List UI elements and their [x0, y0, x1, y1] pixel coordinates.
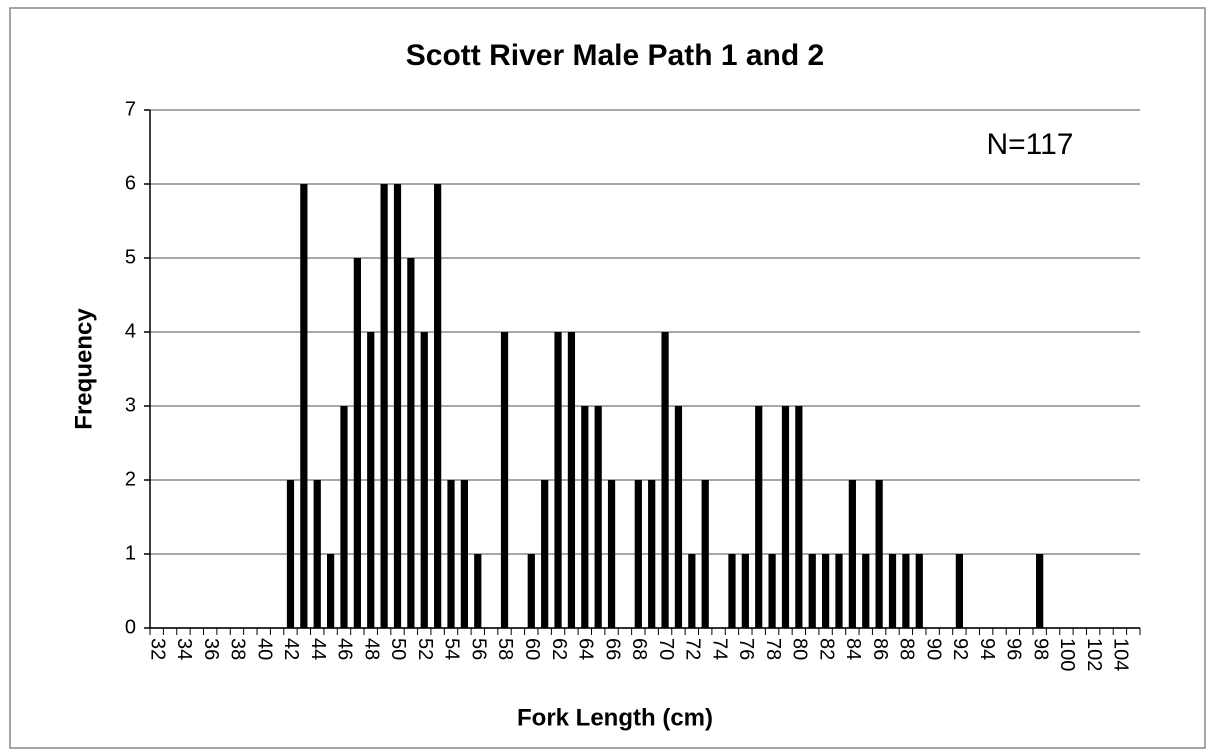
bar — [594, 406, 602, 628]
x-tick-label: 34 — [173, 638, 195, 660]
x-tick-label: 76 — [735, 638, 757, 660]
bar — [500, 332, 509, 628]
x-tick-label: 50 — [387, 638, 409, 660]
y-tick-label: 1 — [125, 542, 136, 564]
bar — [527, 554, 535, 628]
y-tick-label: 5 — [125, 246, 136, 268]
bar — [353, 258, 361, 628]
bar — [781, 406, 790, 628]
x-tick-label: 40 — [253, 638, 275, 660]
y-tick-label: 7 — [125, 98, 136, 120]
x-tick-label: 60 — [521, 638, 543, 660]
bar — [915, 554, 923, 628]
bar — [393, 184, 402, 628]
bar — [340, 406, 348, 628]
bar — [768, 554, 776, 628]
x-tick-label: 88 — [896, 638, 918, 660]
bar — [674, 406, 683, 628]
x-tick-label: 72 — [682, 638, 704, 660]
bar — [300, 184, 308, 628]
x-tick-label: 52 — [414, 638, 436, 660]
y-tick-label: 2 — [125, 468, 136, 490]
x-tick-label: 44 — [307, 638, 329, 660]
bar — [554, 332, 562, 628]
bar — [661, 332, 669, 628]
x-tick-label: 92 — [949, 638, 971, 660]
bar — [955, 554, 964, 628]
x-tick-label: 84 — [842, 638, 864, 660]
bar — [581, 406, 589, 628]
bar — [688, 554, 696, 628]
x-tick-label: 90 — [922, 638, 944, 660]
annotation: N=117 — [986, 128, 1073, 161]
bar — [607, 480, 616, 628]
x-tick-label: 32 — [146, 638, 168, 660]
bar — [313, 480, 321, 628]
x-tick-label: 100 — [1056, 638, 1078, 671]
x-axis-label: Fork Length (cm) — [517, 704, 713, 731]
bar — [407, 258, 415, 628]
bar — [902, 554, 910, 628]
chart-border — [9, 7, 1206, 749]
x-tick-label: 102 — [1083, 638, 1105, 671]
y-tick-label: 0 — [125, 616, 136, 638]
bar — [567, 332, 576, 628]
x-tick-label: 82 — [815, 638, 837, 660]
bar — [634, 480, 642, 628]
y-axis-label: Frequency — [70, 308, 97, 430]
y-tick-label: 3 — [125, 394, 136, 416]
bar — [326, 554, 335, 628]
x-tick-label: 94 — [976, 638, 998, 660]
x-tick-label: 54 — [441, 638, 463, 660]
bar — [888, 554, 897, 628]
bar — [541, 480, 549, 628]
x-tick-label: 56 — [467, 638, 489, 660]
bar — [795, 406, 803, 628]
x-tick-label: 64 — [575, 638, 597, 660]
x-tick-label: 80 — [789, 638, 811, 660]
bar — [862, 554, 870, 628]
bar — [755, 406, 763, 628]
x-tick-label: 66 — [601, 638, 623, 660]
bar — [875, 480, 883, 628]
x-tick-label: 58 — [494, 638, 516, 660]
x-tick-label: 36 — [200, 638, 222, 660]
bar — [741, 554, 749, 628]
x-tick-label: 86 — [869, 638, 891, 660]
x-tick-label: 78 — [762, 638, 784, 660]
bar — [728, 554, 736, 628]
bar — [367, 332, 375, 628]
bar — [434, 184, 442, 628]
x-tick-label: 74 — [708, 638, 730, 660]
y-tick-label: 4 — [125, 320, 136, 342]
bar — [835, 554, 843, 628]
y-tick-label: 6 — [125, 172, 136, 194]
bar — [474, 554, 482, 628]
bar — [380, 184, 388, 628]
x-tick-label: 96 — [1003, 638, 1025, 660]
x-tick-label: 48 — [360, 638, 382, 660]
bar — [808, 554, 816, 628]
x-tick-label: 70 — [655, 638, 677, 660]
bar — [648, 480, 656, 628]
x-tick-label: 104 — [1110, 638, 1132, 671]
bar — [286, 480, 295, 628]
x-tick-label: 98 — [1029, 638, 1051, 660]
x-tick-label: 68 — [628, 638, 650, 660]
x-tick-label: 62 — [548, 638, 570, 660]
bar — [460, 480, 469, 628]
bar — [420, 332, 428, 628]
x-tick-label: 42 — [280, 638, 302, 660]
x-tick-label: 38 — [227, 638, 249, 660]
bar — [848, 480, 856, 628]
bar — [821, 554, 830, 628]
bar — [701, 480, 709, 628]
bar — [1036, 554, 1044, 628]
chart-title: Scott River Male Path 1 and 2 — [406, 39, 824, 72]
x-tick-label: 46 — [334, 638, 356, 660]
bar — [447, 480, 455, 628]
